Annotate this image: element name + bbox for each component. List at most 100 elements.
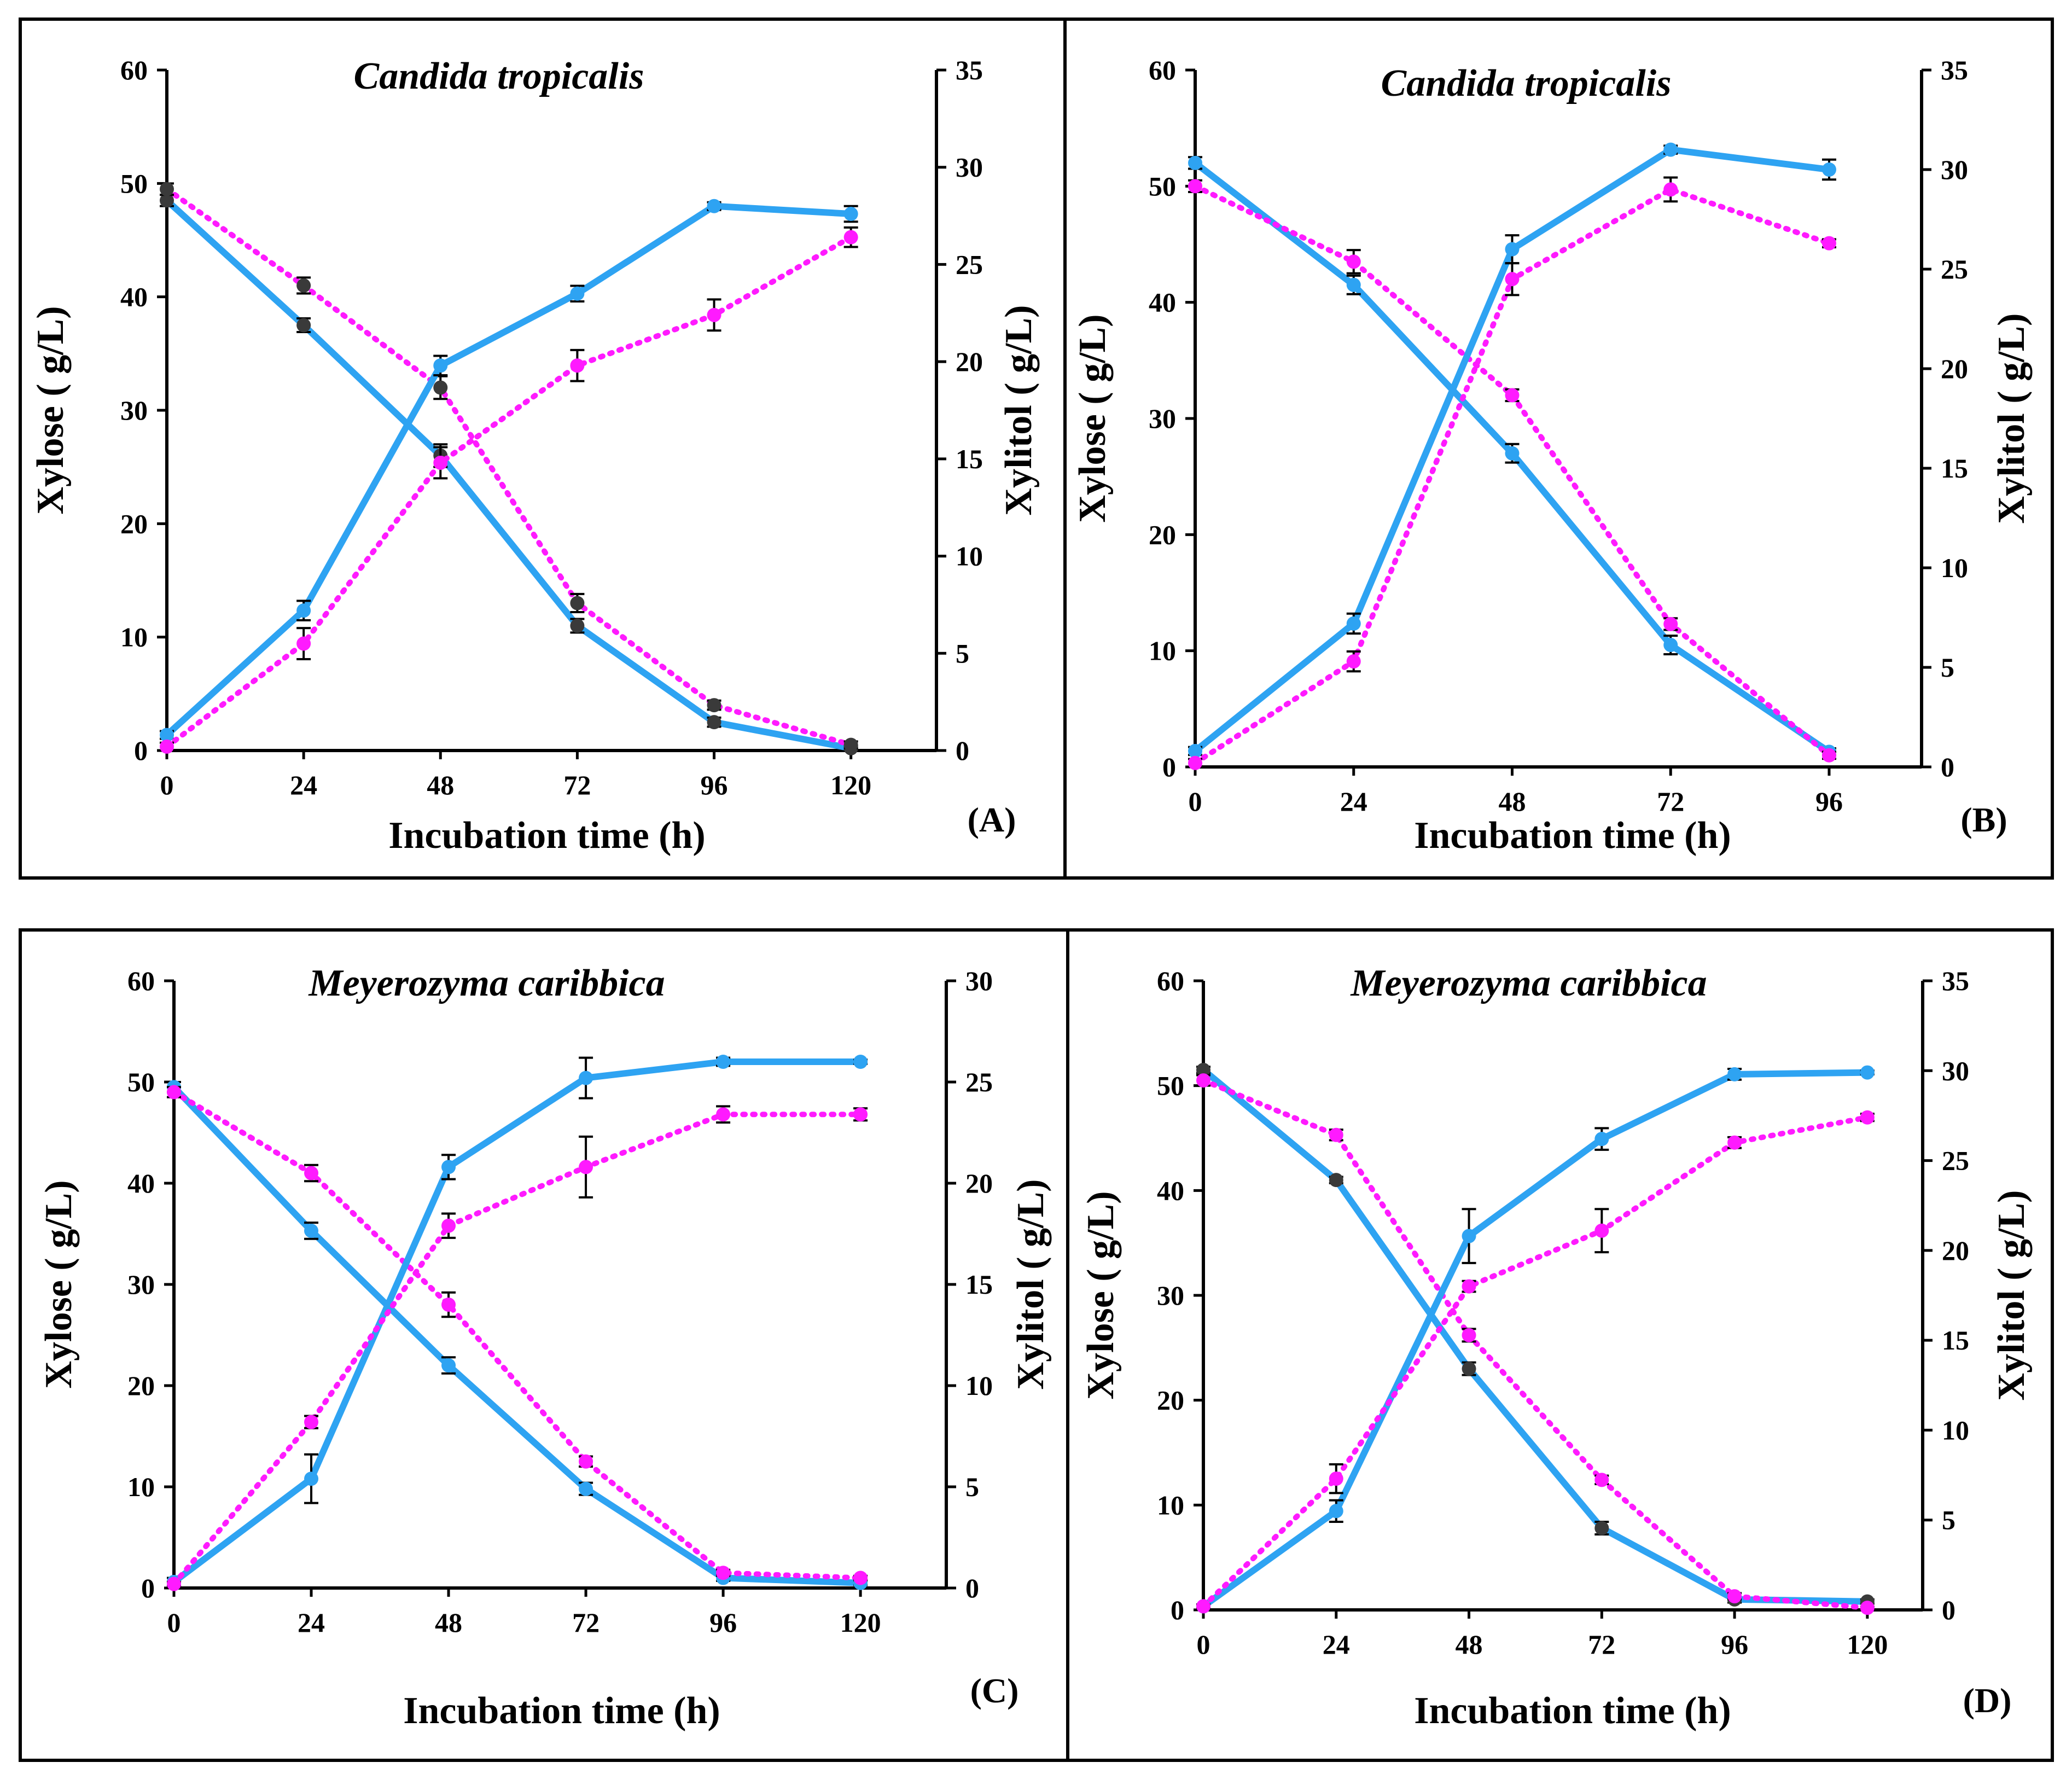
data-point xyxy=(1346,616,1361,631)
data-point xyxy=(1727,1135,1742,1150)
right-y-tick-label: 20 xyxy=(1942,1235,1969,1266)
data-point xyxy=(433,380,448,395)
data-point xyxy=(843,207,858,222)
x-tick-label: 48 xyxy=(1456,1629,1483,1660)
chart-title: Meyerozyma caribbica xyxy=(1350,962,1707,1004)
series-line xyxy=(1200,1069,1871,1610)
x-tick-label: 48 xyxy=(435,1607,462,1638)
data-point xyxy=(579,1071,593,1085)
data-point xyxy=(707,698,721,713)
data-point xyxy=(296,278,311,293)
data-point xyxy=(1860,1065,1875,1080)
data-point xyxy=(1462,1328,1476,1342)
x-tick-label: 24 xyxy=(1340,786,1367,817)
data-point xyxy=(853,1055,868,1069)
data-point xyxy=(160,739,174,754)
data-point xyxy=(296,603,311,618)
left-y-tick-label: 30 xyxy=(1149,403,1176,434)
data-point xyxy=(304,1166,319,1180)
left-y-tick-label: 30 xyxy=(120,395,148,426)
x-tick-label: 96 xyxy=(1815,786,1843,817)
data-point xyxy=(1505,242,1520,257)
data-point xyxy=(304,1471,319,1486)
data-point xyxy=(296,636,311,651)
left-y-tick-label: 50 xyxy=(1157,1071,1184,1101)
left-y-tick-label: 0 xyxy=(134,735,148,766)
data-point xyxy=(707,199,721,213)
right-y-axis-label: Xylitol ( g/L) xyxy=(998,305,1040,516)
data-point xyxy=(843,230,858,245)
data-point xyxy=(1821,748,1836,763)
right-y-tick-label: 25 xyxy=(956,249,983,280)
data-point xyxy=(1594,1132,1609,1147)
data-point xyxy=(167,1577,181,1591)
right-y-tick-label: 35 xyxy=(1942,965,1969,996)
data-point xyxy=(843,737,858,752)
data-point xyxy=(579,1481,593,1496)
x-tick-label: 72 xyxy=(1588,1629,1615,1660)
data-point xyxy=(1329,1504,1343,1519)
data-point xyxy=(1346,277,1361,292)
data-point xyxy=(1188,755,1202,770)
data-point xyxy=(1329,1471,1343,1486)
right-y-tick-label: 0 xyxy=(956,735,969,766)
series-line xyxy=(1201,1078,1870,1611)
data-point xyxy=(1821,236,1836,251)
data-point xyxy=(1346,654,1361,669)
left-y-axis-label: Xylose ( g/L) xyxy=(30,306,72,514)
data-point xyxy=(1346,254,1361,269)
panel-b: 0 10 20 30 40 50 60 0 5 10 15 20 25 30 35 0 24 48 72 96 Incu… xyxy=(1072,55,2033,857)
x-tick-label: 72 xyxy=(572,1607,600,1638)
left-y-tick-label: 40 xyxy=(1157,1175,1184,1206)
series-line xyxy=(164,197,854,752)
data-point xyxy=(1594,1223,1609,1238)
data-point xyxy=(441,1358,456,1372)
data-point xyxy=(1196,1062,1210,1077)
right-y-tick-label: 5 xyxy=(1942,1505,1955,1535)
data-point xyxy=(1462,1279,1476,1294)
left-y-axis-label: Xylose ( g/L) xyxy=(38,1180,80,1388)
data-point xyxy=(441,1298,456,1312)
x-axis-label: Incubation time (h) xyxy=(388,815,705,857)
left-y-tick-label: 40 xyxy=(127,1168,155,1199)
data-point xyxy=(853,1571,868,1585)
x-axis-label: Incubation time (h) xyxy=(403,1690,720,1732)
left-y-tick-label: 20 xyxy=(1149,519,1176,550)
data-point xyxy=(570,596,585,610)
x-tick-label: 0 xyxy=(160,770,174,800)
panel-c: 0 10 20 30 40 50 60 0 5 10 15 20 25 30 0 24 48 72 96 120 Inc… xyxy=(38,962,1052,1732)
x-tick-label: 0 xyxy=(1197,1629,1210,1660)
series-line xyxy=(1201,1114,1870,1609)
series-line xyxy=(164,234,854,749)
right-y-tick-label: 15 xyxy=(965,1269,993,1300)
right-y-tick-label: 30 xyxy=(1941,154,1968,185)
left-y-tick-label: 10 xyxy=(1149,636,1176,666)
data-point xyxy=(1727,1067,1742,1081)
data-point xyxy=(1663,182,1678,197)
right-y-tick-label: 35 xyxy=(1941,55,1968,85)
right-y-tick-label: 15 xyxy=(1942,1325,1969,1356)
x-tick-label: 120 xyxy=(830,770,871,800)
data-point xyxy=(1663,616,1678,631)
data-point xyxy=(160,728,174,742)
data-point xyxy=(1594,1521,1609,1535)
data-point xyxy=(1594,1473,1609,1487)
right-y-tick-label: 30 xyxy=(965,965,993,996)
right-y-tick-label: 35 xyxy=(956,55,983,85)
data-point xyxy=(716,1566,731,1580)
data-point xyxy=(1505,446,1520,461)
left-y-tick-label: 10 xyxy=(1157,1490,1184,1520)
right-y-tick-label: 30 xyxy=(1942,1055,1969,1086)
data-point xyxy=(1505,388,1520,403)
left-y-tick-label: 60 xyxy=(127,965,155,996)
left-y-tick-label: 0 xyxy=(1171,1595,1184,1625)
left-y-tick-label: 0 xyxy=(1162,752,1176,782)
panel-d-frame xyxy=(1066,928,2054,1762)
data-point xyxy=(579,1454,593,1469)
panel-b-frame xyxy=(1063,18,2054,880)
left-y-tick-label: 10 xyxy=(127,1471,155,1502)
right-y-tick-label: 5 xyxy=(956,638,969,668)
right-y-tick-label: 25 xyxy=(1942,1145,1969,1176)
x-axis-label: Incubation time (h) xyxy=(1414,815,1731,857)
left-y-tick-label: 60 xyxy=(1149,55,1176,85)
